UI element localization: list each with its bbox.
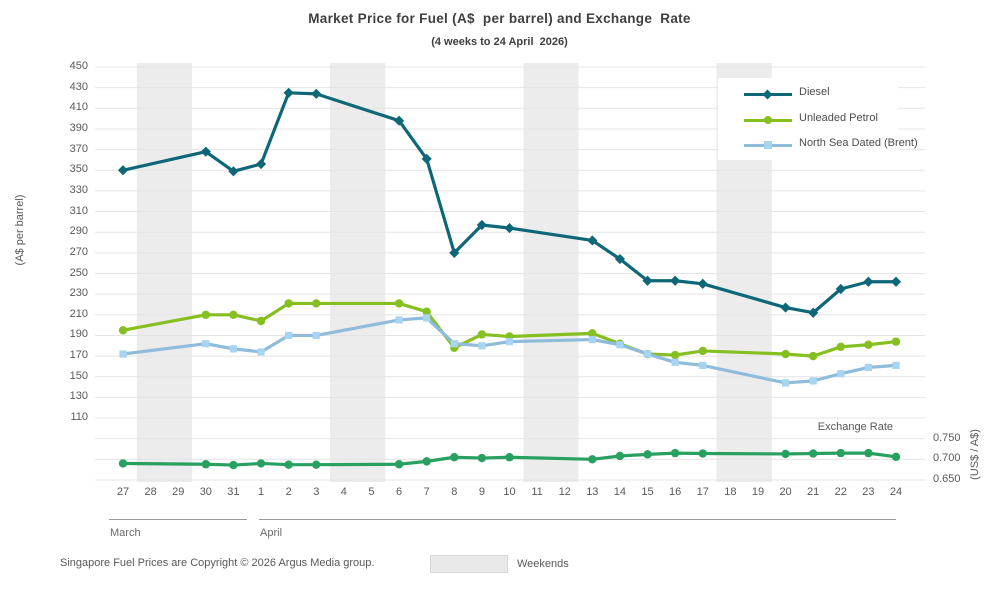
north-sea-dated-brent-marker bbox=[643, 350, 652, 358]
north-sea-dated-brent-marker bbox=[312, 331, 320, 340]
unleaded-petrol-marker bbox=[477, 330, 487, 339]
exchange-rate-marker bbox=[698, 449, 707, 458]
diesel-line bbox=[121, 91, 898, 315]
exchange-rate-marker bbox=[256, 459, 266, 468]
unleaded-petrol-marker bbox=[808, 351, 818, 361]
diesel-marker bbox=[642, 275, 653, 286]
diesel-marker bbox=[255, 158, 267, 170]
exchange-rate-marker bbox=[422, 457, 431, 466]
diesel-marker bbox=[117, 165, 129, 176]
north-sea-dated-brent-marker bbox=[450, 340, 458, 348]
exchange-rate-marker bbox=[808, 449, 818, 458]
exchange-rate-marker bbox=[477, 453, 487, 463]
north-sea-dated-brent-marker bbox=[478, 342, 486, 350]
north-sea-dated-brent-marker bbox=[781, 379, 790, 387]
diesel-marker bbox=[808, 307, 819, 318]
exchange-rate-marker bbox=[588, 455, 597, 464]
exchange-rate-marker bbox=[670, 448, 680, 458]
north-sea-dated-brent-marker bbox=[285, 331, 293, 340]
north-sea-dated-brent-marker bbox=[699, 361, 707, 369]
unleaded-petrol-marker bbox=[864, 340, 873, 349]
north-sea-dated-brent-marker bbox=[809, 377, 817, 385]
weekend-band bbox=[523, 63, 579, 482]
north-sea-dated-brent-marker bbox=[505, 338, 514, 346]
exchange-rate-marker bbox=[229, 460, 238, 470]
exchange-rate-marker bbox=[450, 453, 459, 462]
diesel-marker bbox=[863, 276, 874, 287]
diesel-marker bbox=[200, 146, 211, 157]
unleaded-petrol-marker bbox=[698, 346, 707, 356]
diesel-marker bbox=[890, 276, 902, 287]
unleaded-petrol-marker bbox=[836, 342, 845, 352]
north-sea-dated-brent-marker bbox=[119, 350, 127, 358]
north-sea-dated-brent-marker bbox=[588, 335, 596, 344]
unleaded-petrol-marker bbox=[422, 307, 431, 316]
unleaded-petrol-marker bbox=[118, 326, 128, 335]
diesel-marker bbox=[421, 153, 432, 164]
unleaded-petrol-marker bbox=[891, 337, 901, 346]
exchange-rate-marker bbox=[312, 460, 321, 469]
exchange-rate-marker bbox=[394, 460, 404, 469]
north-sea-dated-brent-marker bbox=[616, 341, 624, 349]
north-sea-dated-brent-marker bbox=[229, 345, 238, 353]
diesel-marker bbox=[670, 275, 681, 286]
diesel-marker bbox=[780, 302, 791, 313]
exchange-rate-marker bbox=[284, 460, 293, 469]
exchange-rate-marker bbox=[891, 452, 901, 462]
unleaded-petrol-marker bbox=[312, 299, 321, 308]
unleaded-petrol-marker bbox=[588, 329, 597, 338]
unleaded-petrol-marker bbox=[781, 349, 790, 359]
unleaded-petrol-marker bbox=[284, 299, 293, 308]
north-sea-dated-brent-marker bbox=[202, 340, 210, 348]
diesel-marker bbox=[449, 247, 460, 258]
exchange-rate-marker bbox=[201, 460, 211, 469]
north-sea-dated-brent-marker bbox=[671, 358, 679, 366]
weekend-band bbox=[136, 63, 193, 482]
exchange-rate-marker bbox=[505, 453, 514, 462]
north-sea-dated-brent-marker bbox=[837, 370, 845, 378]
north-sea-dated-brent-marker bbox=[395, 316, 403, 324]
weekend-band bbox=[716, 63, 772, 482]
north-sea-dated-brent-marker bbox=[257, 348, 265, 356]
diesel-marker bbox=[228, 166, 239, 177]
weekend-band bbox=[330, 63, 386, 482]
diesel-marker bbox=[311, 88, 322, 99]
north-sea-dated-brent-marker bbox=[423, 314, 431, 322]
unleaded-petrol-marker bbox=[256, 316, 266, 326]
unleaded-petrol-marker bbox=[394, 299, 404, 308]
unleaded-petrol-marker bbox=[229, 310, 238, 319]
diesel-marker bbox=[504, 222, 515, 234]
north-sea-dated-brent-marker bbox=[892, 361, 900, 369]
diesel-marker bbox=[283, 87, 294, 98]
exchange-rate-marker bbox=[615, 451, 625, 461]
north-sea-dated-brent-line bbox=[121, 316, 898, 385]
exchange-rate-marker bbox=[643, 450, 652, 459]
exchange-rate-marker bbox=[836, 448, 845, 458]
exchange-rate-marker bbox=[864, 448, 873, 458]
north-sea-dated-brent-marker bbox=[864, 363, 872, 372]
exchange-rate-marker bbox=[781, 449, 790, 459]
unleaded-petrol-marker bbox=[670, 350, 680, 360]
exchange-rate-marker bbox=[118, 459, 128, 468]
unleaded-petrol-marker bbox=[201, 310, 211, 319]
diesel-marker bbox=[697, 278, 708, 289]
